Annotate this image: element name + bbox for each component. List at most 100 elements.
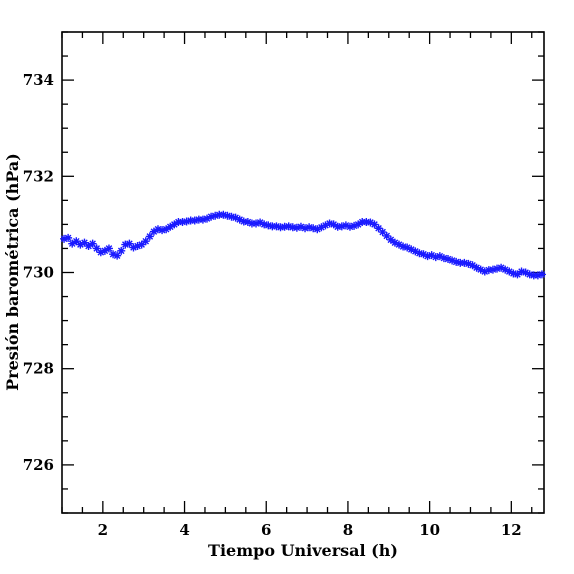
data-point <box>358 217 367 226</box>
data-point <box>141 237 150 246</box>
data-point <box>96 248 105 257</box>
data-point <box>231 213 240 222</box>
data-point <box>382 231 391 240</box>
data-point <box>337 222 346 231</box>
data-point <box>292 223 301 232</box>
data-point <box>64 233 73 242</box>
data-point <box>517 267 526 276</box>
data-point <box>341 221 350 230</box>
data-point <box>509 269 518 278</box>
data-point <box>182 217 191 226</box>
data-point <box>505 267 514 276</box>
y-tick-label: 728 <box>23 360 54 378</box>
data-point <box>215 210 224 219</box>
data-point <box>117 246 126 255</box>
data-point <box>444 255 453 264</box>
data-point <box>390 238 399 247</box>
data-point <box>80 238 89 247</box>
data-point <box>276 223 285 232</box>
data-point <box>149 227 158 236</box>
data-point <box>411 247 420 256</box>
data-point <box>72 237 81 246</box>
data-point <box>158 226 167 235</box>
plot-frame <box>61 31 545 514</box>
x-axis-ticks: 2 4 6 8 10 12 <box>61 32 533 539</box>
data-point <box>68 239 77 248</box>
data-point <box>190 216 199 225</box>
data-point <box>166 222 175 231</box>
data-point <box>333 222 342 231</box>
data-point <box>203 214 212 223</box>
data-point <box>488 265 497 274</box>
data-point <box>537 270 546 279</box>
data-point <box>480 267 489 276</box>
data-point <box>227 212 236 221</box>
data-point <box>305 223 314 232</box>
data-point <box>178 217 187 226</box>
data-point <box>501 265 510 274</box>
data-point <box>198 215 207 224</box>
data-point <box>84 242 93 251</box>
data-point <box>60 234 69 243</box>
data-point <box>354 220 363 229</box>
data-point <box>239 217 248 226</box>
data-point <box>464 259 473 268</box>
y-tick-label: 732 <box>23 167 54 185</box>
x-axis-title: Tiempo Universal (h) <box>208 541 398 560</box>
y-tick-label: 726 <box>23 456 54 474</box>
x-tick-label: 6 <box>261 521 271 539</box>
data-point <box>378 228 387 237</box>
data-point <box>76 240 85 249</box>
data-point <box>329 220 338 229</box>
data-point <box>366 218 375 227</box>
y-axis-title: Presión barométrica (hPa) <box>3 153 22 391</box>
data-point <box>223 211 232 220</box>
data-point <box>374 224 383 233</box>
data-point <box>219 210 228 219</box>
data-point <box>419 250 428 259</box>
data-point <box>439 254 448 263</box>
y-axis-ticks: 726 728 730 732 734 <box>23 31 544 514</box>
data-point <box>129 243 138 252</box>
x-tick-label: 10 <box>419 521 440 539</box>
data-point <box>362 217 371 226</box>
data-point <box>313 225 322 234</box>
data-point <box>301 224 310 233</box>
data-point <box>133 242 142 251</box>
x-tick-label: 4 <box>179 521 189 539</box>
data-point <box>145 232 154 241</box>
data-point <box>476 265 485 274</box>
data-point <box>252 219 261 228</box>
data-point <box>468 261 477 270</box>
data-point <box>529 271 538 280</box>
data-point <box>125 239 134 248</box>
data-point <box>284 222 293 231</box>
y-tick-label: 734 <box>23 71 54 89</box>
data-point <box>493 264 502 273</box>
data-point <box>137 240 146 249</box>
data-points <box>60 210 546 280</box>
data-point <box>394 240 403 249</box>
data-point <box>403 243 412 252</box>
data-point <box>431 253 440 262</box>
data-point <box>435 252 444 261</box>
data-point <box>513 270 522 279</box>
data-point <box>427 251 436 260</box>
data-point <box>472 263 481 272</box>
x-tick-label: 12 <box>501 521 522 539</box>
data-point <box>415 249 424 258</box>
data-point <box>386 235 395 244</box>
data-point <box>211 211 220 220</box>
data-point <box>92 244 101 253</box>
data-point <box>113 251 122 260</box>
data-point <box>533 271 542 280</box>
data-point <box>325 219 334 228</box>
data-point <box>345 222 354 231</box>
data-point <box>456 258 465 267</box>
data-point <box>423 252 432 261</box>
data-point <box>407 245 416 254</box>
y-tick-label: 730 <box>23 264 54 282</box>
data-point <box>260 220 269 229</box>
x-tick-label: 8 <box>343 521 353 539</box>
data-point <box>317 223 326 232</box>
